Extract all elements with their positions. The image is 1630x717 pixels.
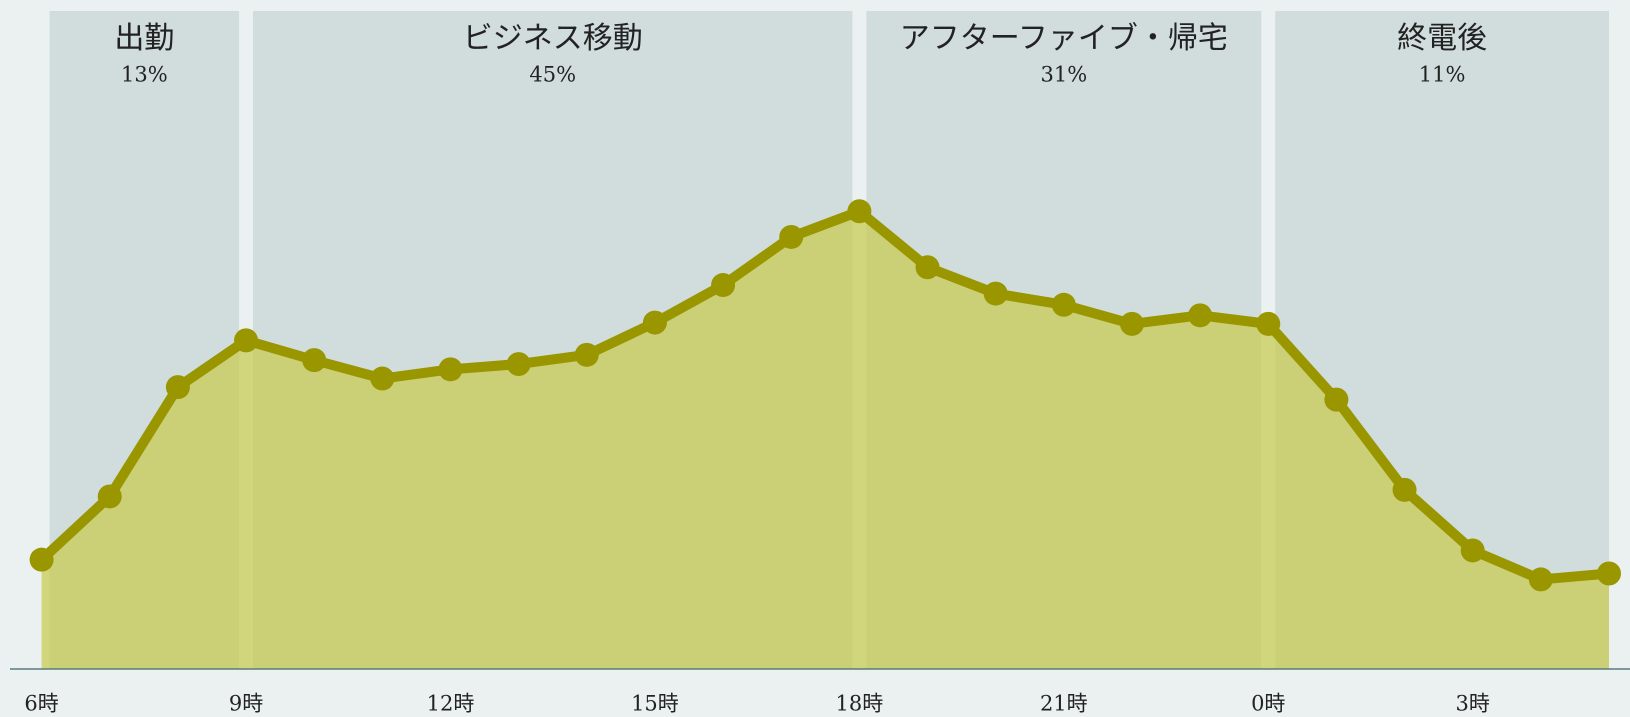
point	[1324, 387, 1349, 412]
x-tick-label: 12時	[427, 692, 475, 716]
point	[915, 255, 940, 280]
point	[1528, 567, 1553, 592]
point	[506, 352, 531, 377]
x-tick-label: 3時	[1456, 692, 1490, 716]
point	[1597, 561, 1621, 586]
x-tick-label: 18時	[836, 692, 884, 716]
point	[1051, 292, 1076, 317]
point	[1188, 303, 1213, 328]
point	[1119, 311, 1144, 336]
section-share: 31%	[1040, 63, 1087, 87]
point	[1460, 538, 1485, 563]
x-tick-label: 0時	[1251, 692, 1285, 716]
point	[97, 484, 122, 509]
point	[847, 199, 872, 224]
point	[1256, 311, 1281, 336]
point	[983, 281, 1008, 306]
point	[234, 328, 259, 353]
point	[1392, 477, 1417, 502]
point	[574, 342, 599, 367]
x-tick-label: 6時	[24, 692, 58, 716]
point	[779, 224, 804, 249]
x-tick-label: 9時	[229, 692, 263, 716]
section-name: アフターファイブ・帰宅	[900, 21, 1228, 56]
section-share: 11%	[1419, 63, 1466, 87]
section-name: ビジネス移動	[463, 21, 643, 56]
area	[41, 211, 1610, 669]
point	[302, 348, 327, 373]
point	[165, 375, 190, 400]
x-tick-label: 21時	[1040, 692, 1088, 716]
x-tick-label: 15時	[631, 692, 679, 716]
section-name: 終電後	[1397, 21, 1487, 56]
section-share: 45%	[529, 63, 576, 87]
section-share: 13%	[121, 63, 168, 87]
section-name: 出勤	[114, 21, 174, 56]
point	[711, 273, 736, 298]
point	[438, 357, 463, 382]
point	[29, 547, 54, 572]
point	[370, 366, 395, 391]
point	[642, 310, 667, 335]
